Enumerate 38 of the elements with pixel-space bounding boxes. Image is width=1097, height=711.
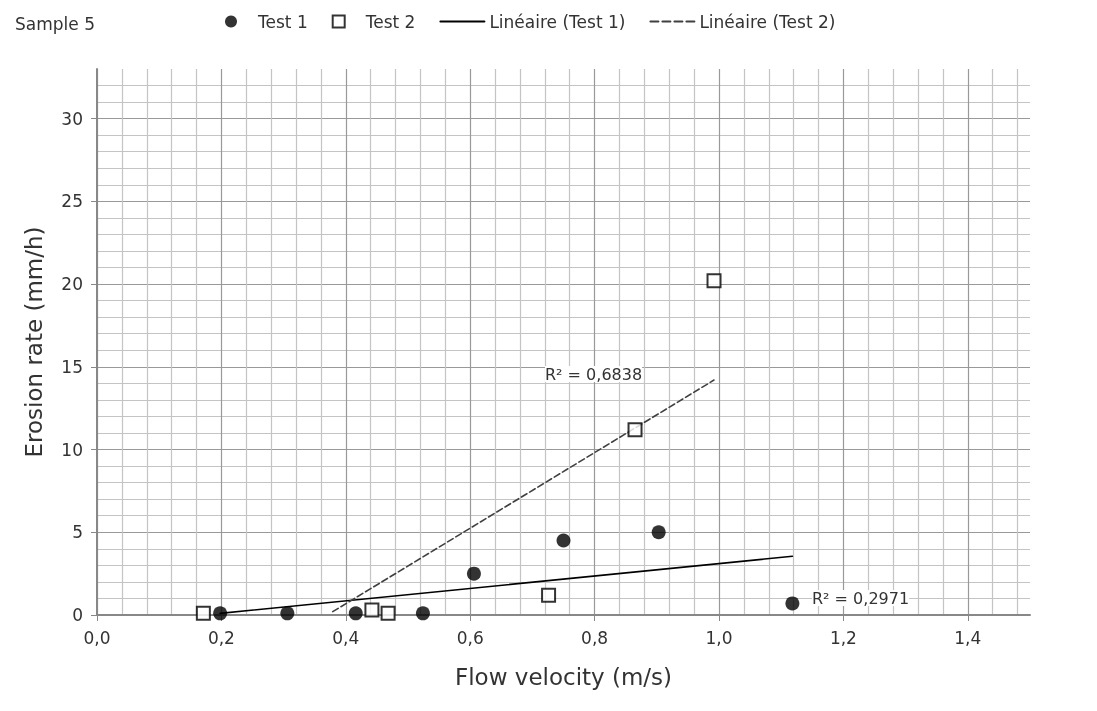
point: [364, 602, 380, 618]
x-tick-label: 0,4: [332, 627, 360, 648]
point: [785, 596, 800, 611]
annotation: R² = 0,6838: [545, 364, 643, 384]
annotation: R² = 0,2971: [812, 588, 910, 608]
point: [380, 605, 396, 621]
x-tick-label: 0,2: [207, 627, 235, 648]
x-tick-label: 1,0: [705, 627, 733, 648]
point: [541, 587, 557, 603]
point: [195, 605, 211, 621]
point: [706, 273, 722, 289]
x-axis-title: Flow velocity (m/s): [454, 663, 673, 690]
y-tick-label: 5: [72, 522, 83, 543]
legend-label: Test 1: [257, 11, 308, 32]
x-tick-label: 0,0: [83, 627, 111, 648]
legend-label: Test 2: [364, 11, 416, 32]
point: [348, 606, 363, 621]
point: [651, 525, 666, 540]
point: [280, 606, 295, 621]
x-tick-label: 1,4: [954, 627, 982, 648]
point: [627, 422, 643, 438]
point: [213, 606, 228, 621]
legend-label: Linéaire (Test 2): [699, 11, 836, 32]
y-tick-label: 0: [72, 605, 83, 625]
point: [556, 533, 571, 548]
x-tick-label: 1,2: [829, 627, 857, 648]
y-tick-label: 30: [61, 108, 83, 129]
y-tick-label: 20: [61, 274, 83, 295]
y-tick-label: 15: [61, 356, 83, 377]
x-tick-label: 0,6: [456, 627, 484, 648]
y-axis-title: Erosion rate (mm/h): [20, 226, 47, 458]
chart-title: Sample 5: [15, 13, 95, 34]
x-tick-label: 0,8: [581, 627, 609, 648]
legend-label: Linéaire (Test 1): [489, 11, 626, 32]
point: [466, 566, 481, 581]
y-tick-label: 25: [61, 191, 83, 212]
point: [415, 606, 430, 621]
y-tick-label: 10: [61, 439, 83, 460]
